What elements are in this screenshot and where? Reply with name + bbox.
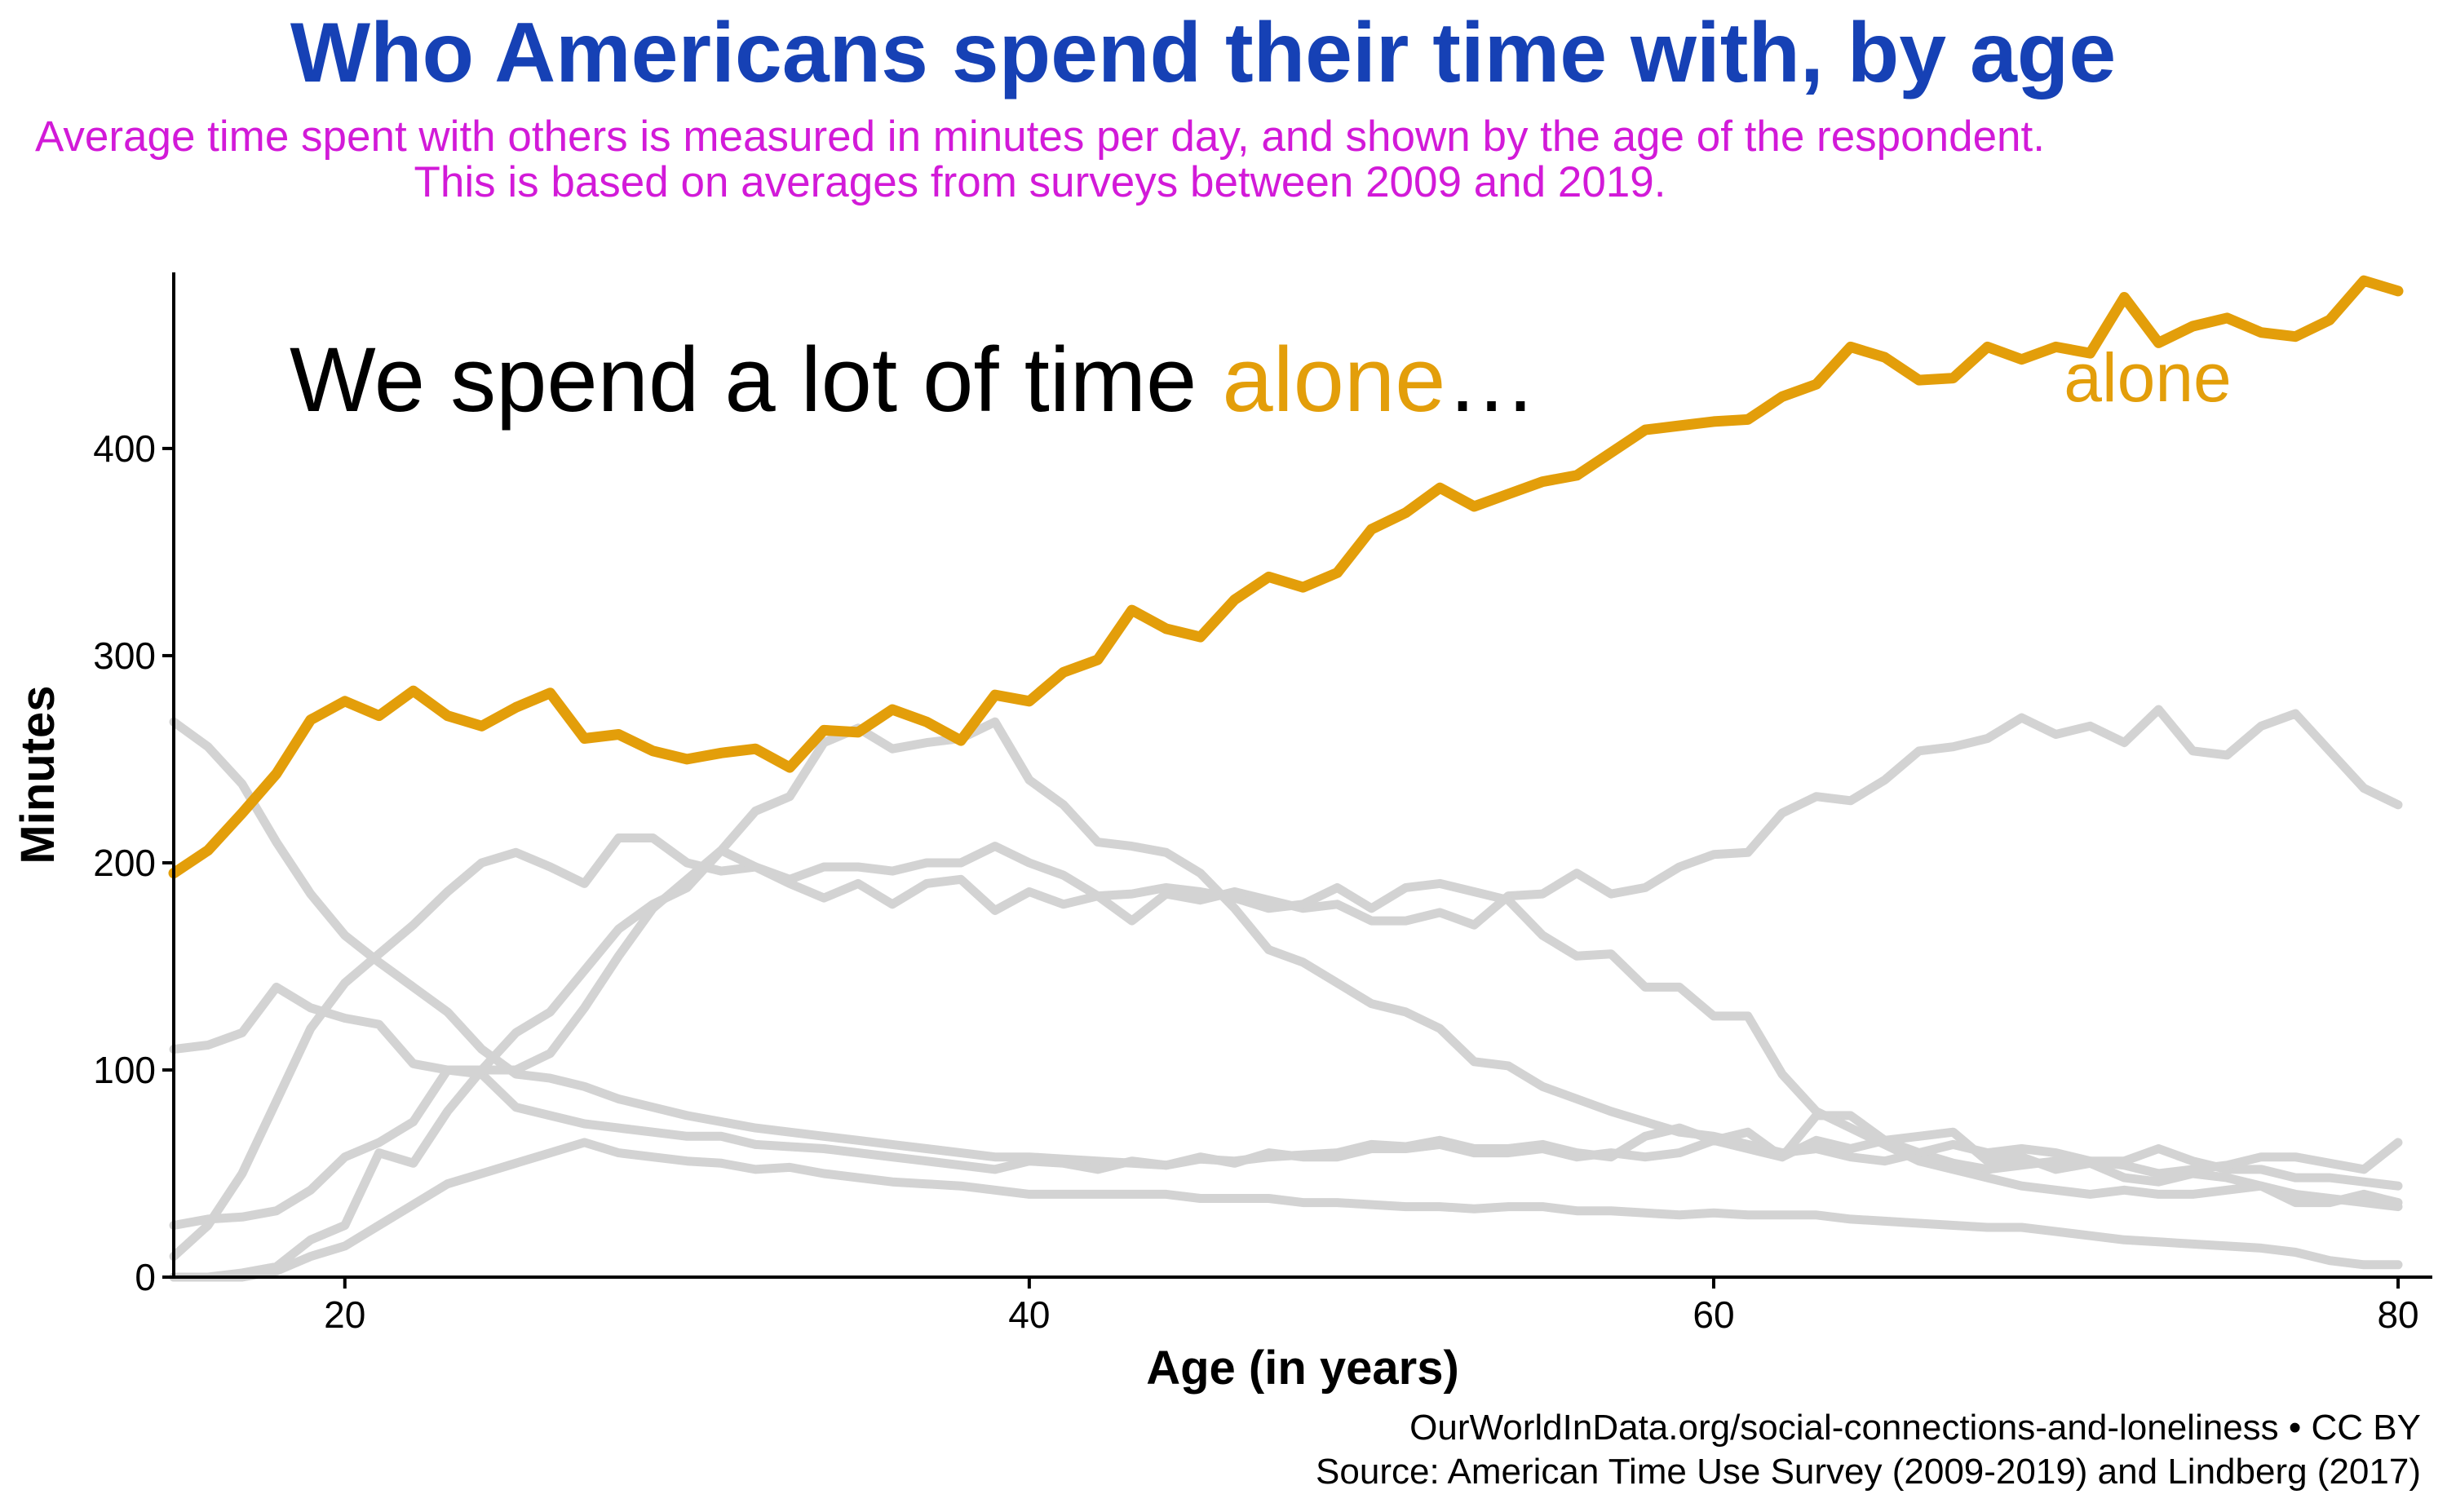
series-line-other-2 [169, 982, 2403, 1191]
x-tick-label: 40 [1008, 1293, 1050, 1336]
x-tick-label: 20 [324, 1293, 365, 1336]
series-line-other-3 [169, 717, 2403, 1230]
series-label-alone: alone [2064, 339, 2232, 416]
y-tick-label: 300 [93, 634, 156, 677]
caption-source: Source: American Time Use Survey (2009-2… [1316, 1452, 2421, 1492]
annotation-highlight: alone [1222, 329, 1445, 431]
series-line-other-4 [169, 705, 2403, 1262]
caption: OurWorldInData.org/social-connections-an… [1316, 1406, 2421, 1494]
highlight-series-group [168, 275, 2404, 879]
series-line-other-6 [169, 1138, 2403, 1282]
chart-subtitle: Average time spent with others is measur… [35, 113, 2045, 206]
x-axis-title: Age (in years) [1146, 1342, 1459, 1395]
y-tick-label: 400 [93, 427, 156, 470]
y-tick-label: 100 [93, 1049, 156, 1091]
x-tick-label: 60 [1693, 1293, 1734, 1336]
annotation-suffix: … [1445, 329, 1537, 431]
chart-title: Who Americans spend their time with, by … [290, 6, 2117, 100]
x-axis-ticks: 20 40 60 80 [324, 1277, 2419, 1336]
y-axis-title: Minutes [11, 685, 64, 864]
series-line-alone [168, 275, 2404, 879]
caption-url: OurWorldInData.org/social-connections-an… [1409, 1408, 2421, 1448]
y-tick-label: 0 [135, 1256, 156, 1298]
series-line-other-1 [169, 717, 2403, 1212]
annotation-prefix: We spend a lot of time [290, 329, 1222, 431]
y-tick-label: 200 [93, 842, 156, 884]
background-series-group [169, 705, 2403, 1282]
y-axis-ticks: 0 100 200 300 400 [93, 427, 174, 1298]
x-tick-label: 80 [2377, 1293, 2418, 1336]
series-line-other-5 [169, 842, 2403, 1282]
annotation-text: We spend a lot of time alone… [290, 329, 1537, 431]
